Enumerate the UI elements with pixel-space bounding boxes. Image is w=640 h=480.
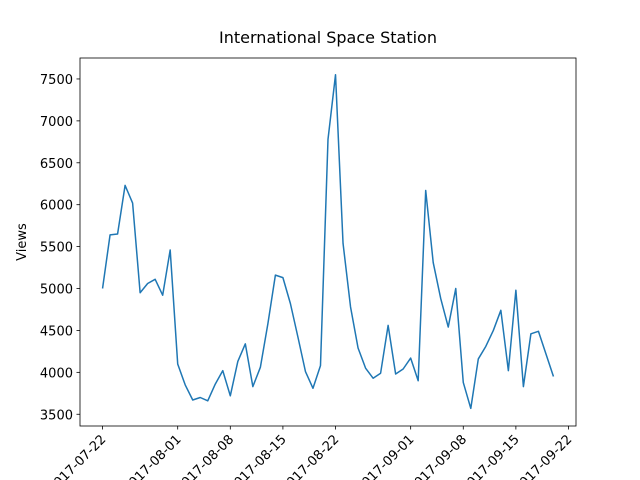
y-tick-label: 6500 <box>40 157 73 172</box>
y-tick-label: 5500 <box>40 241 73 256</box>
y-tick-label: 6000 <box>40 199 73 214</box>
axes-frame <box>79 57 577 427</box>
y-tick-label: 3500 <box>40 408 73 423</box>
y-tick-label: 7500 <box>40 73 73 88</box>
y-axis-label: Views <box>15 223 30 261</box>
y-tick-label: 5000 <box>40 283 73 298</box>
y-tick-label: 4000 <box>40 366 73 381</box>
y-tick-label: 4500 <box>40 324 73 339</box>
chart-title: International Space Station <box>219 28 437 47</box>
y-tick-label: 7000 <box>40 115 73 130</box>
line <box>101 74 555 410</box>
